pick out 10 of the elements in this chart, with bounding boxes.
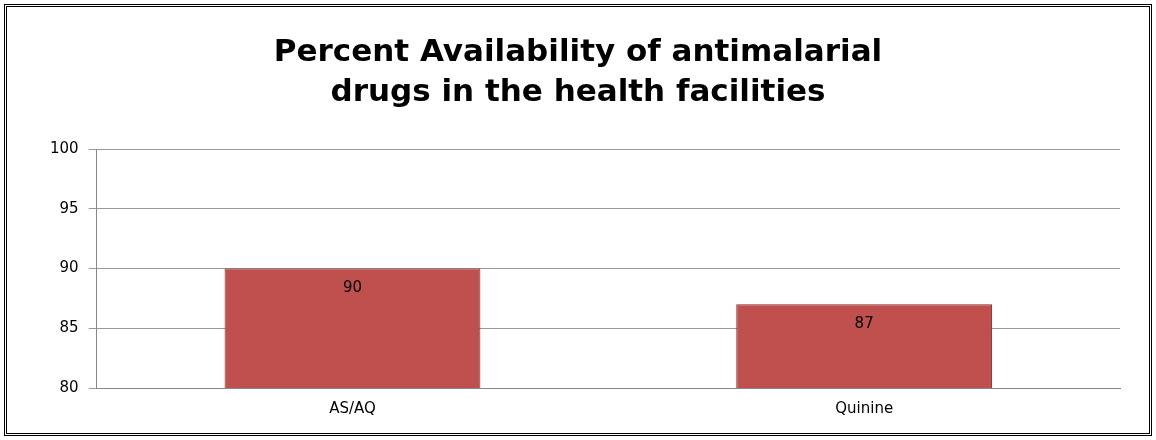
data-label: 87 xyxy=(854,313,874,332)
y-tick-label: 85 xyxy=(59,318,79,337)
data-label: 90 xyxy=(342,277,363,296)
y-tick-label: 100 xyxy=(49,138,79,157)
x-tick-label: AS/AQ xyxy=(329,398,376,417)
chart-title: Percent Availability of antimalarial drugs in the health facilities xyxy=(272,31,884,110)
y-tick-label: 80 xyxy=(59,377,79,396)
y-tick-label: 90 xyxy=(59,258,79,277)
y-tick-label: 95 xyxy=(59,198,79,217)
x-tick-label: Quinine xyxy=(835,398,894,417)
